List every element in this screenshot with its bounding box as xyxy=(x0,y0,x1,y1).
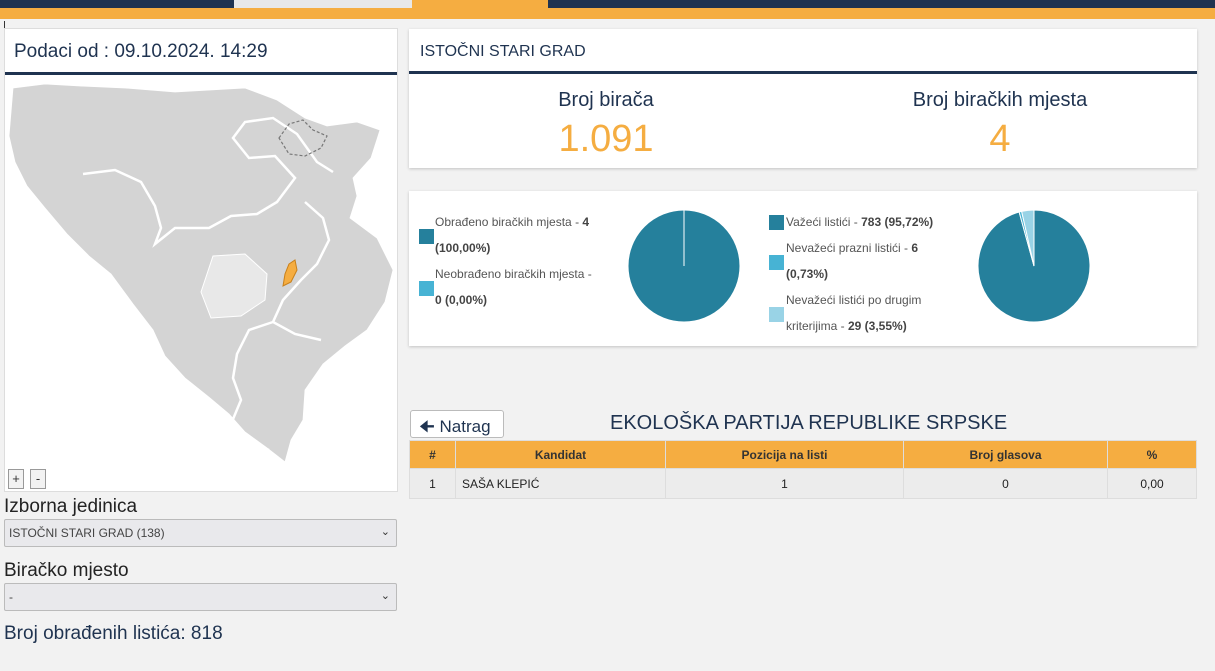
cell-candidate: SAŠA KLEPIĆ xyxy=(455,468,666,499)
chevron-down-icon: ⌄ xyxy=(380,526,390,538)
legend-label: Važeći listići - xyxy=(786,215,862,229)
zoom-out-button[interactable]: - xyxy=(30,469,46,489)
zoom-in-button[interactable]: + xyxy=(8,469,24,489)
legend-label-cont: kriterijima - xyxy=(786,319,848,333)
map-country-shape[interactable] xyxy=(8,83,394,463)
top-accent-bar xyxy=(0,8,1215,19)
voters-label: Broj birača xyxy=(558,89,654,111)
col-number[interactable]: # xyxy=(409,440,456,469)
map-district-border xyxy=(278,119,328,157)
voters-stat: Broj birača 1.091 xyxy=(409,89,803,161)
voters-value: 1.091 xyxy=(558,118,654,160)
stations-label: Broj biračkih mjesta xyxy=(912,89,1088,111)
place-select-value: - xyxy=(9,590,13,604)
ballots-pie-chart[interactable] xyxy=(978,210,1090,322)
back-label: Natrag xyxy=(439,417,491,436)
legend-label: Obrađeno biračkih mjesta - xyxy=(435,215,583,229)
legend-swatch xyxy=(419,229,434,244)
legend-unprocessed[interactable]: Neobrađeno biračkih mjesta - 0 (0,00%) xyxy=(435,261,635,313)
legend-processed[interactable]: Obrađeno biračkih mjesta - 4 (100,00%) xyxy=(435,209,635,261)
place-label: Biračko mjesto xyxy=(4,560,129,581)
legend-swatch xyxy=(769,255,784,270)
map-entity-border xyxy=(82,116,334,452)
pie-charts-card: Obrađeno biračkih mjesta - 4 (100,00%) N… xyxy=(409,191,1197,346)
legend-label: Neobrađeno biračkih mjesta - xyxy=(435,267,592,281)
data-timestamp: Podaci od : 09.10.2024. 14:29 xyxy=(5,29,397,75)
col-position[interactable]: Pozicija na listi xyxy=(665,440,904,469)
legend-swatch xyxy=(769,215,784,230)
legend-percent: (0,73%) xyxy=(786,267,829,281)
map-selected-municipality[interactable] xyxy=(282,259,298,287)
arrow-left-icon: 🠈 xyxy=(419,417,435,436)
place-select[interactable]: - ⌄ xyxy=(4,583,397,611)
stations-stat: Broj biračkih mjesta 4 xyxy=(803,89,1197,161)
legend-swatch xyxy=(419,281,434,296)
chevron-down-icon: ⌄ xyxy=(380,590,390,602)
back-button[interactable]: 🠈 Natrag xyxy=(410,410,504,438)
top-tab[interactable] xyxy=(234,0,412,8)
legend-value: 29 (3,55%) xyxy=(848,319,907,333)
table-row[interactable]: 1 SAŠA KLEPIĆ 1 0 0,00 xyxy=(409,468,1197,499)
candidates-table: # Kandidat Pozicija na listi Broj glasov… xyxy=(409,440,1197,499)
legend-label: Nevažeći listići po drugim xyxy=(786,293,922,307)
processed-ballots: Broj obrađenih listića: 818 xyxy=(4,623,223,644)
legend-percent: (100,00%) xyxy=(435,241,491,255)
map-panel: Podaci od : 09.10.2024. 14:29 + - xyxy=(4,28,398,492)
cell-votes: 0 xyxy=(903,468,1108,499)
cell-percent: 0,00 xyxy=(1107,468,1197,499)
legend-value: 6 xyxy=(911,241,919,255)
legend-valid[interactable]: Važeći listići - 783 (95,72%) xyxy=(786,209,996,235)
summary-card: ISTOČNI STARI GRAD Broj birača 1.091 Bro… xyxy=(409,29,1197,168)
unit-label: Izborna jedinica xyxy=(4,496,138,517)
unit-title: ISTOČNI STARI GRAD xyxy=(409,29,1197,74)
col-votes[interactable]: Broj glasova xyxy=(903,440,1108,469)
cell-position: 1 xyxy=(665,468,904,499)
legend-other-invalid[interactable]: Nevažeći listići po drugim kriterijima -… xyxy=(786,287,996,339)
col-candidate[interactable]: Kandidat xyxy=(455,440,666,469)
cell-number: 1 xyxy=(409,468,456,499)
legend-value: 0 (0,00%) xyxy=(435,293,488,307)
municipality-map[interactable] xyxy=(5,78,397,468)
legend-label: Nevažeći prazni listići - xyxy=(786,241,912,255)
text-cursor xyxy=(4,21,5,33)
party-title: EKOLOŠKA PARTIJA REPUBLIKE SRPSKE xyxy=(610,412,1008,434)
legend-value: 783 (95,72%) xyxy=(861,215,934,229)
legend-value: 4 xyxy=(582,215,590,229)
stations-value: 4 xyxy=(989,118,1011,160)
map-region-highlight[interactable] xyxy=(200,253,268,319)
unit-select[interactable]: ISTOČNI STARI GRAD (138) ⌄ xyxy=(4,519,397,547)
top-tab-active[interactable] xyxy=(412,0,548,8)
unit-select-value: ISTOČNI STARI GRAD (138) xyxy=(9,526,165,540)
legend-swatch xyxy=(769,307,784,322)
table-header-row: # Kandidat Pozicija na listi Broj glasov… xyxy=(409,440,1197,469)
legend-blank[interactable]: Nevažeći prazni listići - 6 (0,73%) xyxy=(786,235,996,287)
stations-pie-chart[interactable] xyxy=(628,210,740,322)
top-bar xyxy=(0,0,1215,8)
col-percent[interactable]: % xyxy=(1107,440,1197,469)
